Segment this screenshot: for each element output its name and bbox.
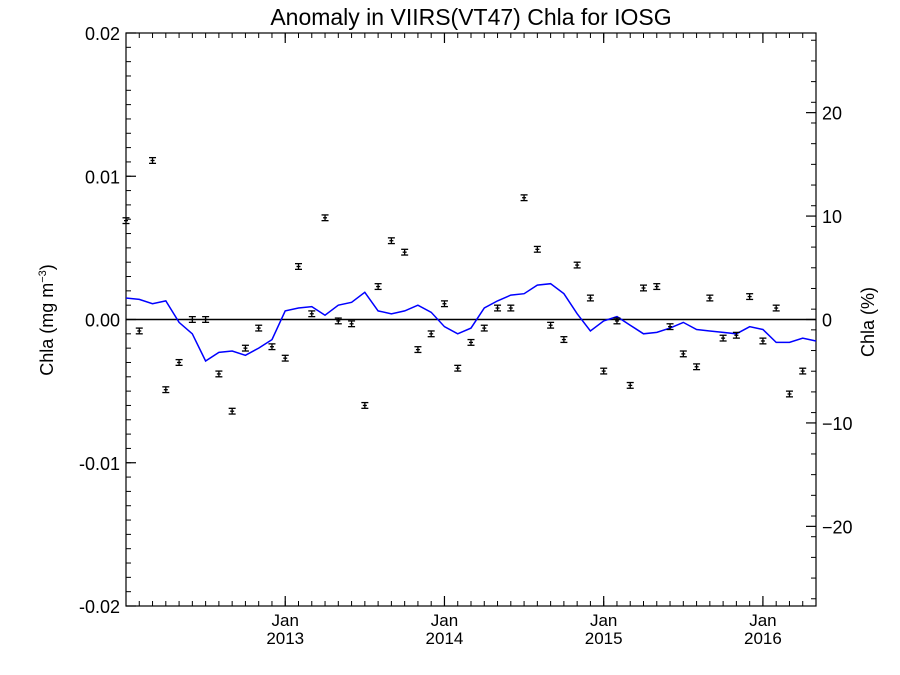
anomaly-point — [281, 354, 289, 362]
left-tick-label: -0.01 — [79, 454, 120, 474]
x-tick-year: 2015 — [585, 629, 623, 648]
right-axis-tick-labels: 20 10 0 −10 −20 — [822, 104, 853, 538]
anomaly-point — [149, 156, 157, 165]
anomaly-points — [122, 156, 807, 415]
anomaly-point — [600, 367, 608, 375]
anomaly-point — [467, 338, 475, 346]
anomaly-point — [241, 344, 249, 352]
left-tick-label: 0.00 — [85, 311, 120, 331]
anomaly-point — [175, 358, 183, 366]
anomaly-point — [560, 336, 568, 344]
anomaly-point — [414, 346, 422, 354]
anomaly-point — [533, 245, 541, 253]
anomaly-point — [321, 214, 329, 222]
anomaly-point — [454, 364, 462, 372]
anomaly-point — [308, 310, 316, 318]
left-tick-label: 0.01 — [85, 167, 120, 187]
y-axis-left-label: Chla (mg m−3) — [37, 264, 57, 376]
y-axis-left-label-close: ) — [37, 264, 57, 270]
x-tick-month: Jan — [272, 611, 299, 630]
anomaly-point — [613, 317, 621, 325]
anomaly-point — [135, 327, 143, 335]
x-tick-year: 2013 — [266, 629, 304, 648]
x-tick-year: 2014 — [426, 629, 464, 648]
anomaly-point — [626, 381, 634, 389]
right-tick-label: −10 — [822, 414, 853, 434]
x-tick-month: Jan — [590, 611, 617, 630]
anomaly-point — [228, 407, 236, 415]
anomaly-point — [215, 370, 223, 378]
anomaly-point — [480, 324, 488, 332]
anomaly-point — [295, 262, 302, 271]
anomaly-point — [334, 317, 342, 325]
anomaly-point — [573, 261, 581, 269]
anomaly-point — [202, 315, 210, 324]
anomaly-point — [122, 217, 130, 225]
x-tick-month: Jan — [749, 611, 776, 630]
anomaly-point — [440, 300, 448, 308]
anomaly-point — [746, 293, 754, 301]
anomaly-point — [374, 283, 382, 291]
anomaly-point — [348, 320, 356, 328]
anomaly-point — [188, 315, 196, 324]
anomaly-point — [785, 390, 793, 398]
anomaly-point — [679, 350, 687, 358]
anomaly-point — [162, 386, 170, 394]
anomaly-point — [759, 337, 767, 345]
anomaly-point — [547, 321, 555, 329]
anomaly-point — [653, 283, 661, 291]
anomaly-point — [732, 331, 740, 339]
right-tick-label: 10 — [822, 207, 842, 227]
smoothed-series-line — [125, 282, 817, 363]
anomaly-point — [494, 304, 502, 312]
anomaly-point — [706, 294, 714, 302]
y-axis-left-label-exponent: −3 — [37, 270, 49, 283]
anomaly-point — [520, 194, 528, 202]
axis-ticks — [126, 32, 816, 607]
anomaly-point — [427, 330, 435, 338]
anomaly-point — [719, 334, 727, 342]
x-tick-month: Jan — [431, 611, 458, 630]
right-tick-label: 0 — [822, 311, 832, 331]
chart-title: Anomaly in VIIRS(VT47) Chla for IOSG — [270, 4, 671, 30]
anomaly-point — [255, 324, 263, 332]
anomaly-point — [799, 367, 807, 375]
right-tick-label: −20 — [822, 517, 853, 537]
x-tick-year: 2016 — [744, 629, 782, 648]
anomaly-point — [666, 323, 674, 331]
anomaly-point — [640, 284, 647, 292]
anomaly-point — [693, 363, 701, 371]
anomaly-point — [401, 248, 409, 256]
right-tick-label: 20 — [822, 104, 842, 124]
left-tick-label: -0.02 — [79, 597, 120, 617]
y-axis-right-label: Chla (%) — [858, 287, 878, 357]
anomaly-point — [586, 294, 594, 302]
anomaly-point — [268, 343, 276, 351]
anomaly-point — [772, 304, 780, 312]
anomaly-point — [361, 401, 369, 409]
anomaly-point — [387, 237, 395, 245]
left-tick-label: 0.02 — [85, 24, 120, 44]
anomaly-point — [507, 304, 515, 312]
left-axis-tick-labels: 0.02 0.01 0.00 -0.01 -0.02 — [79, 24, 120, 617]
